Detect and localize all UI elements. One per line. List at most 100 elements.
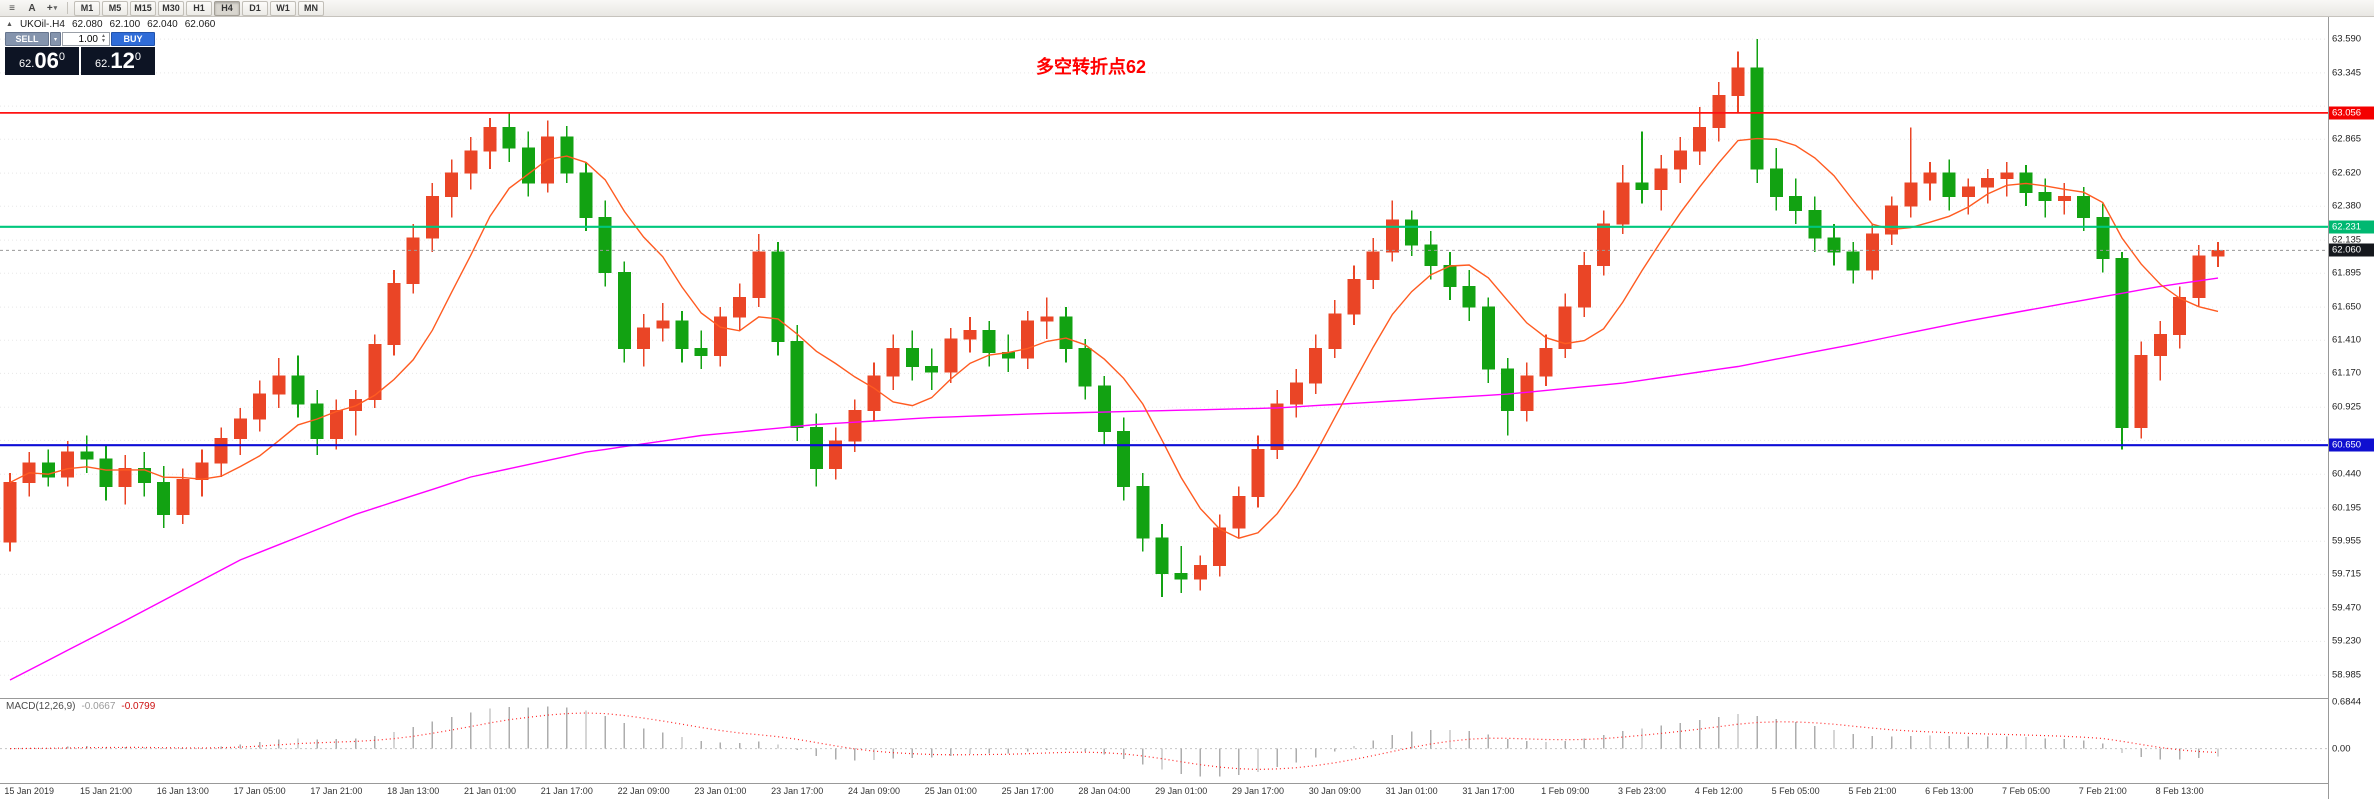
sell-dropdown-icon[interactable]: ▾	[50, 32, 61, 46]
time-axis-label: 17 Jan 21:00	[310, 786, 363, 796]
buy-price-display[interactable]: 62. 12 0	[81, 47, 155, 75]
toolbar-separator	[67, 2, 68, 14]
time-axis-label: 1 Feb 09:00	[1541, 786, 1590, 796]
resistance-line-price-badge: 63.056	[2329, 106, 2374, 120]
timeframe-button-m30[interactable]: M30	[158, 0, 184, 16]
spinner-up-icon[interactable]: ▲	[101, 33, 106, 39]
timeframe-button-w1[interactable]: W1	[270, 0, 296, 16]
time-axis-label: 17 Jan 05:00	[233, 786, 286, 796]
time-axis-label: 16 Jan 13:00	[156, 786, 209, 796]
price-axis-tick: 59.470	[2332, 602, 2362, 614]
quote-high: 62.100	[109, 19, 141, 30]
macd-axis-tick: 0.6844	[2332, 696, 2362, 707]
time-axis-label: 23 Jan 17:00	[771, 786, 824, 796]
time-axis-label: 30 Jan 09:00	[1308, 786, 1361, 796]
quote-bar: ▲ UKOil-.H4 62.080 62.100 62.040 62.060	[6, 19, 215, 30]
timeframe-button-m1[interactable]: M1	[74, 0, 100, 16]
price-axis-tick: 60.195	[2332, 502, 2362, 514]
spinner-down-icon[interactable]: ▼	[101, 38, 106, 44]
plot-column: ▲ UKOil-.H4 62.080 62.100 62.040 62.060 …	[0, 17, 2328, 799]
price-axis-tick: 62.380	[2332, 200, 2362, 212]
time-axis-label: 23 Jan 01:00	[694, 786, 747, 796]
time-axis-label: 3 Feb 23:00	[1617, 786, 1667, 796]
time-axis-label: 21 Jan 17:00	[540, 786, 593, 796]
price-axis-tick: 61.650	[2332, 301, 2362, 313]
time-axis-label: 5 Feb 05:00	[1771, 786, 1820, 796]
symbol-trend-icon: ▲	[6, 21, 13, 28]
timeframe-button-h4[interactable]: H4	[214, 0, 240, 16]
sell-button[interactable]: SELL	[5, 32, 49, 46]
one-click-trading-panel: SELL ▾ 1.00 ▲ ▼ BUY 62. 06	[5, 32, 155, 75]
buy-price-prefix: 62.	[95, 57, 111, 70]
time-axis-label: 7 Feb 21:00	[2078, 786, 2127, 796]
price-axis-tick: 59.955	[2332, 535, 2362, 547]
timeframe-toolbar: M1 M5 M15 M30 H1 H4 D1 W1 MN	[74, 0, 324, 16]
time-axis-label: 21 Jan 01:00	[463, 786, 517, 796]
time-axis-label: 7 Feb 05:00	[2001, 786, 2051, 796]
chevron-down-icon: ▾	[53, 5, 58, 12]
pivot-line-price-badge: 62.231	[2329, 220, 2374, 234]
buy-price-pips: 12	[110, 48, 135, 73]
price-axis-tick: 60.925	[2332, 401, 2362, 413]
time-axis-label: 15 Jan 21:00	[79, 786, 133, 796]
support-line-price-badge: 60.650	[2329, 438, 2374, 452]
price-axis-tick: 59.230	[2332, 635, 2362, 647]
crosshair-tool-icon[interactable]: + ▾	[43, 1, 61, 16]
quote-open: 62.080	[71, 19, 103, 30]
macd-main-value: -0.0667	[81, 701, 116, 712]
price-chart-canvas[interactable]	[0, 17, 2328, 698]
time-axis-label: 4 Feb 12:00	[1694, 786, 1743, 796]
time-axis-label: 31 Jan 01:00	[1385, 786, 1438, 796]
macd-canvas[interactable]	[0, 699, 2328, 783]
grid-layer	[0, 38, 2328, 676]
time-axis-label: 24 Jan 09:00	[847, 786, 901, 796]
sell-price-sup: 0	[58, 50, 65, 63]
sell-price-prefix: 62.	[19, 57, 35, 70]
sell-price-pips: 06	[34, 48, 59, 73]
quote-close: 62.060	[184, 19, 216, 30]
quote-low: 62.040	[147, 19, 178, 30]
timeframe-button-h1[interactable]: H1	[186, 0, 212, 16]
timeframe-button-mn[interactable]: MN	[298, 0, 324, 16]
price-axis-tick: 60.440	[2332, 468, 2362, 480]
sell-price-display[interactable]: 62. 06 0	[5, 47, 79, 75]
time-axis: 15 Jan 2019 15 Jan 21:00 16 Jan 13:00 17 Ja…	[0, 784, 2328, 799]
symbol-timeframe-label: UKOil-.H4	[19, 19, 65, 30]
ma-slow-line	[9, 277, 2219, 681]
volume-value: 1.00	[78, 33, 98, 45]
time-axis-label: 5 Feb 21:00	[1848, 786, 1897, 796]
price-axis: 63.590 63.345 62.865 62.620 62.380 62.135 61.8…	[2328, 17, 2374, 799]
buy-price-sup: 0	[134, 50, 141, 63]
time-axis-label: 18 Jan 13:00	[387, 786, 440, 796]
time-axis-label: 6 Feb 13:00	[1925, 786, 1974, 796]
ma-fast-line	[9, 137, 2219, 539]
timeframe-button-m5[interactable]: M5	[102, 0, 128, 16]
current-price-line-price-badge: 62.060	[2329, 243, 2374, 257]
cursor-tool-icon[interactable]: A	[28, 2, 36, 14]
timeframe-button-d1[interactable]: D1	[242, 0, 268, 16]
top-toolbar: ≡ A + ▾ M1 M5 M15 M30 H1 H4 D1 W1 MN	[0, 0, 2374, 17]
time-axis-label: 31 Jan 17:00	[1462, 786, 1515, 796]
timeframe-button-m15[interactable]: M15	[130, 0, 156, 16]
macd-pane[interactable]: MACD(12,26,9) -0.0667 -0.0799	[0, 699, 2328, 784]
time-axis-label: 25 Jan 17:00	[1001, 786, 1054, 796]
volume-input[interactable]: 1.00 ▲ ▼	[62, 32, 110, 46]
main-chart-pane[interactable]: ▲ UKOil-.H4 62.080 62.100 62.040 62.060 …	[0, 17, 2328, 699]
time-axis-label: 29 Jan 17:00	[1231, 786, 1285, 796]
time-axis-label: 15 Jan 2019	[4, 786, 54, 796]
time-axis-label: 29 Jan 01:00	[1155, 786, 1208, 796]
crosshair-glyph: +	[46, 2, 53, 14]
macd-info: MACD(12,26,9) -0.0667 -0.0799	[6, 701, 155, 712]
price-axis-tick: 59.715	[2332, 568, 2362, 580]
macd-axis-tick: 0.00	[2332, 743, 2351, 755]
price-axis-tick: 61.410	[2332, 334, 2362, 346]
time-axis-label: 22 Jan 09:00	[617, 786, 670, 796]
menu-icon[interactable]: ≡	[9, 2, 15, 14]
macd-histogram	[28, 706, 2219, 777]
price-axis-tick: 63.345	[2332, 67, 2362, 79]
macd-title: MACD(12,26,9)	[6, 701, 76, 712]
candlestick-series	[3, 39, 2225, 598]
buy-button[interactable]: BUY	[111, 32, 155, 46]
volume-spinner: ▲ ▼	[99, 33, 108, 45]
macd-signal-value: -0.0799	[121, 701, 156, 712]
